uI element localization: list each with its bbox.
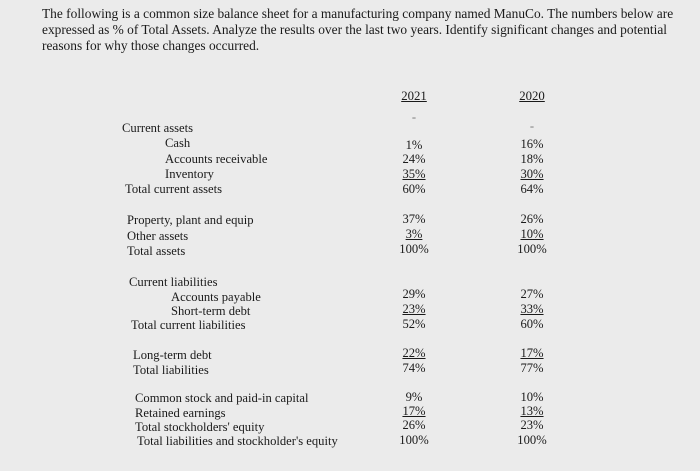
cell-tse-2020: 23% (520, 418, 544, 432)
cell-inventory-2020: 30% (520, 167, 544, 181)
row-label-accounts-payable: Accounts payable (171, 290, 261, 304)
dash-2020: - (529, 119, 535, 133)
row-label-retained-earnings: Retained earnings (135, 406, 226, 420)
row-label-total-stockholders-equity: Total stockholders' equity (135, 420, 265, 434)
cell-tlse-2021: 100% (399, 433, 429, 447)
cell-tca-2021: 60% (402, 182, 426, 196)
row-label-short-term-debt: Short-term debt (171, 304, 251, 318)
cell-ppe-2020: 26% (520, 212, 544, 226)
row-label-total-current-assets: Total current assets (125, 182, 223, 196)
cell-tlse-2020: 100% (517, 433, 547, 447)
cell-cash-2020: 16% (520, 137, 544, 151)
cell-other-2021: 3% (405, 227, 423, 241)
cell-ppe-2021: 37% (402, 212, 426, 226)
cell-tcl-2021: 52% (402, 317, 426, 331)
row-label-other-assets: Other assets (127, 229, 189, 243)
cell-cs-2021: 9% (405, 390, 423, 404)
cell-ar-2020: 18% (520, 152, 544, 166)
row-label-ppe: Property, plant and equip (127, 213, 254, 227)
row-label-cash: Cash (165, 136, 191, 150)
row-label-total-assets: Total assets (127, 244, 186, 258)
cell-re-2021: 17% (402, 404, 426, 418)
cell-inventory-2021: 35% (402, 167, 426, 181)
row-label-total-liabilities: Total liabilities (133, 363, 209, 377)
row-label-total-liabilities-and-equity: Total liabilities and stockholder's equi… (137, 434, 338, 448)
section-current-liabilities: Current liabilities (129, 275, 218, 289)
cell-ap-2021: 29% (402, 287, 426, 301)
cell-ltd-2021: 22% (402, 346, 426, 360)
section-current-assets: Current assets (122, 121, 193, 135)
cell-cs-2020: 10% (520, 390, 544, 404)
question-text: The following is a common size balance s… (42, 6, 674, 53)
row-label-common-stock: Common stock and paid-in capital (135, 391, 309, 405)
cell-re-2020: 13% (520, 404, 544, 418)
cell-std-2020: 33% (520, 302, 544, 316)
cell-cash-2021: 1% (405, 138, 423, 152)
row-label-accounts-receivable: Accounts receivable (165, 152, 268, 166)
cell-ta-2021: 100% (399, 242, 429, 256)
cell-ta-2020: 100% (517, 242, 547, 256)
cell-ltd-2020: 17% (520, 346, 544, 360)
column-header-2020: 2020 (519, 89, 545, 103)
cell-tca-2020: 64% (520, 182, 544, 196)
dash-2021: - (411, 110, 417, 124)
row-label-long-term-debt: Long-term debt (133, 348, 212, 362)
row-label-inventory: Inventory (165, 167, 214, 181)
row-label-total-current-liabilities: Total current liabilities (131, 318, 246, 332)
cell-tse-2021: 26% (402, 418, 426, 432)
cell-ar-2021: 24% (402, 152, 426, 166)
cell-std-2021: 23% (402, 302, 426, 316)
cell-tl-2020: 77% (520, 361, 544, 375)
cell-tcl-2020: 60% (520, 317, 544, 331)
cell-ap-2020: 27% (520, 287, 544, 301)
cell-other-2020: 10% (520, 227, 544, 241)
column-header-2021: 2021 (401, 89, 427, 103)
cell-tl-2021: 74% (402, 361, 426, 375)
